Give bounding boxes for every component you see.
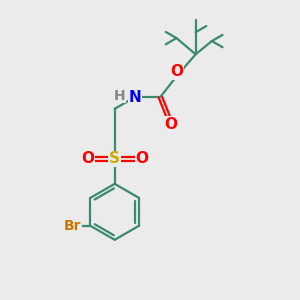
Text: H: H — [113, 88, 125, 103]
Text: O: O — [136, 151, 148, 166]
Text: Br: Br — [64, 219, 82, 233]
Text: O: O — [81, 151, 94, 166]
Text: O: O — [164, 117, 177, 132]
Text: O: O — [170, 64, 183, 80]
Text: S: S — [109, 151, 120, 166]
Text: N: N — [129, 89, 142, 104]
